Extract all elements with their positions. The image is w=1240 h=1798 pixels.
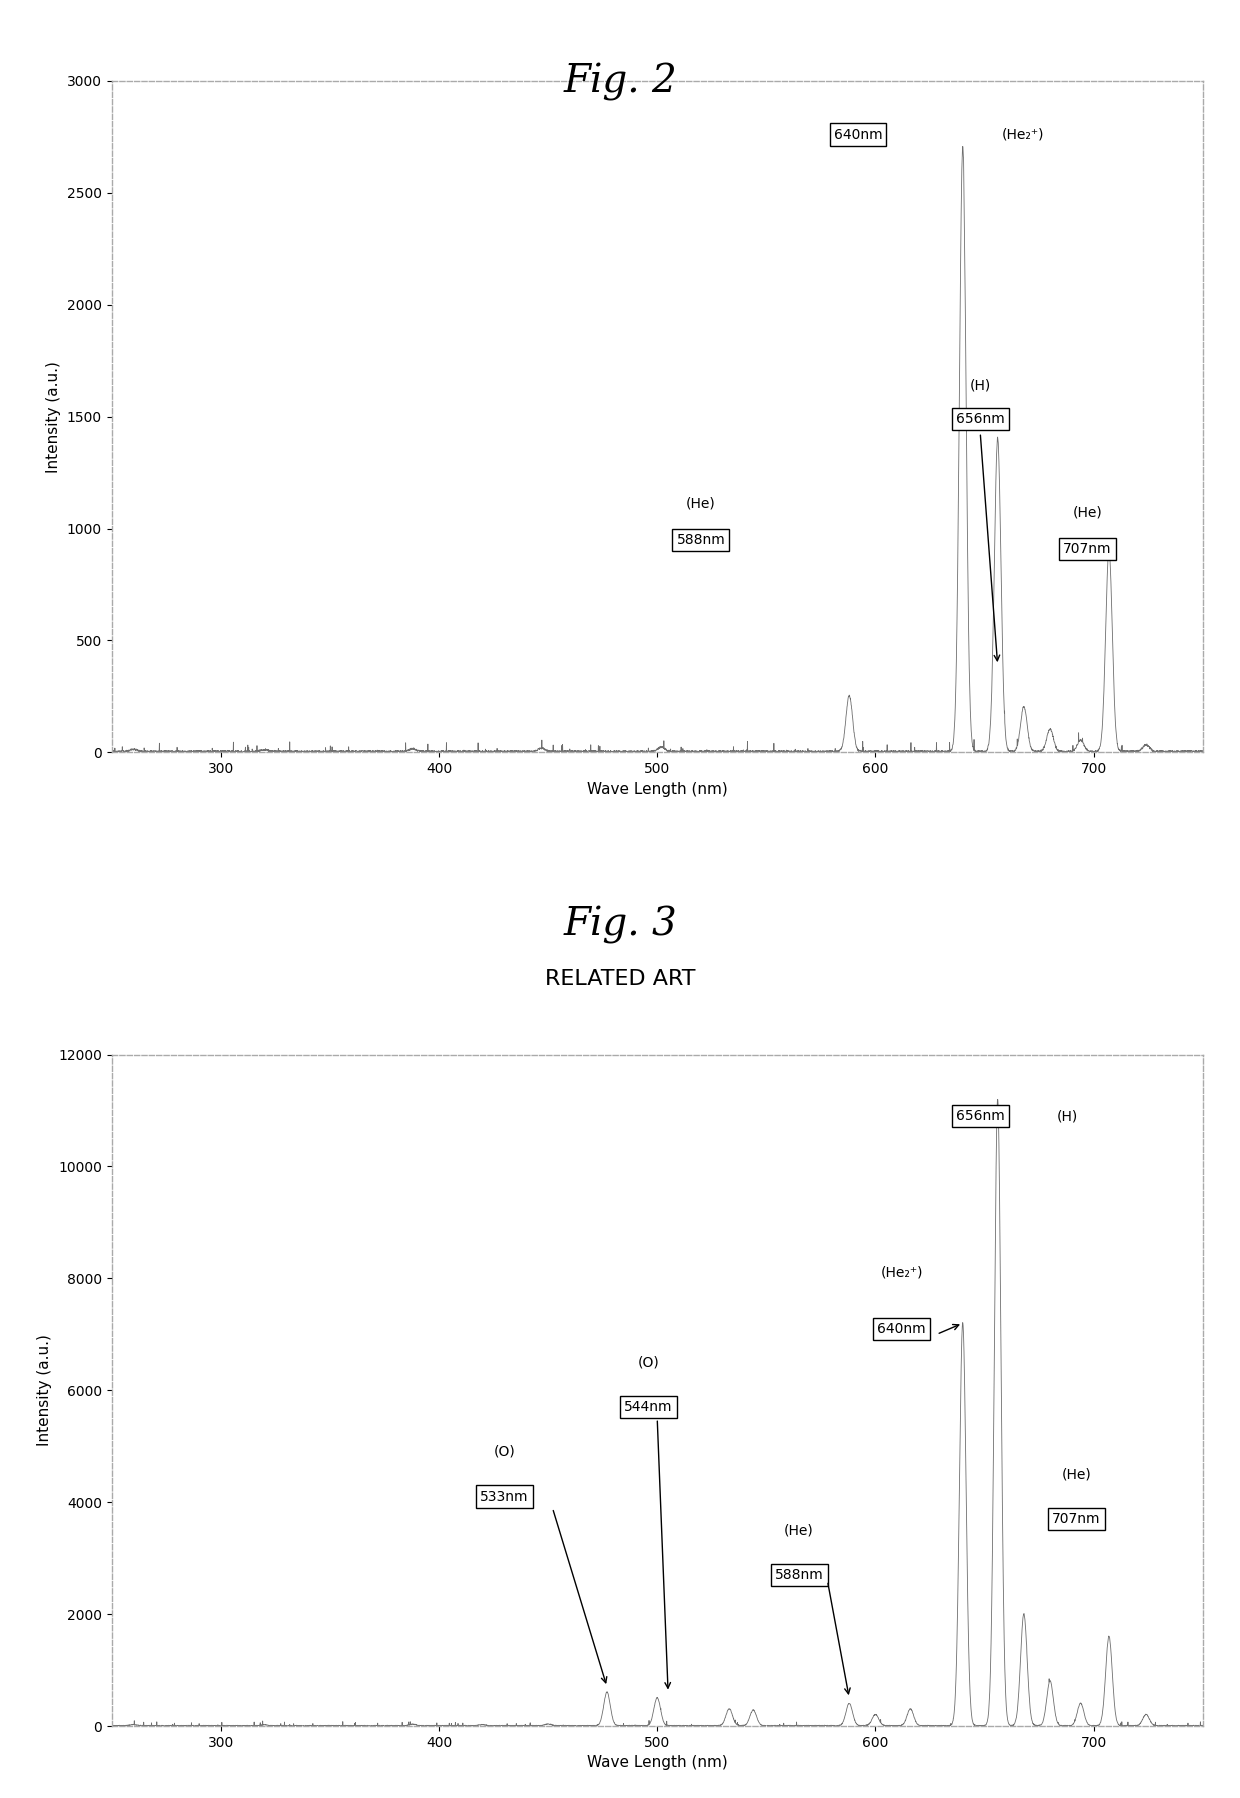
Text: (H): (H) bbox=[1056, 1109, 1078, 1124]
Text: 640nm: 640nm bbox=[878, 1322, 926, 1336]
Text: RELATED ART: RELATED ART bbox=[544, 969, 696, 989]
Text: (He₂⁺): (He₂⁺) bbox=[1002, 128, 1044, 142]
Text: 707nm: 707nm bbox=[1063, 541, 1111, 556]
Text: (He): (He) bbox=[1073, 505, 1102, 520]
Text: (He): (He) bbox=[784, 1523, 813, 1537]
Text: 640nm: 640nm bbox=[833, 128, 883, 142]
Text: (He): (He) bbox=[1061, 1467, 1091, 1482]
Text: 656nm: 656nm bbox=[956, 412, 1004, 426]
Text: (He): (He) bbox=[686, 496, 715, 511]
Text: 533nm: 533nm bbox=[480, 1491, 528, 1503]
Text: Fig. 3: Fig. 3 bbox=[563, 906, 677, 944]
Text: (O): (O) bbox=[637, 1356, 660, 1370]
Text: 707nm: 707nm bbox=[1052, 1512, 1100, 1527]
Text: 656nm: 656nm bbox=[956, 1109, 1004, 1124]
Y-axis label: Intensity (a.u.): Intensity (a.u.) bbox=[46, 361, 61, 473]
X-axis label: Wave Length (nm): Wave Length (nm) bbox=[587, 782, 728, 797]
Y-axis label: Intensity (a.u.): Intensity (a.u.) bbox=[37, 1334, 52, 1446]
X-axis label: Wave Length (nm): Wave Length (nm) bbox=[587, 1755, 728, 1771]
Text: 588nm: 588nm bbox=[775, 1568, 823, 1582]
Text: Fig. 2: Fig. 2 bbox=[563, 63, 677, 101]
Text: 544nm: 544nm bbox=[624, 1401, 673, 1413]
Text: (O): (O) bbox=[494, 1446, 516, 1458]
Text: (He₂⁺): (He₂⁺) bbox=[880, 1266, 923, 1280]
Text: (H): (H) bbox=[970, 378, 991, 392]
Text: 588nm: 588nm bbox=[677, 532, 725, 547]
